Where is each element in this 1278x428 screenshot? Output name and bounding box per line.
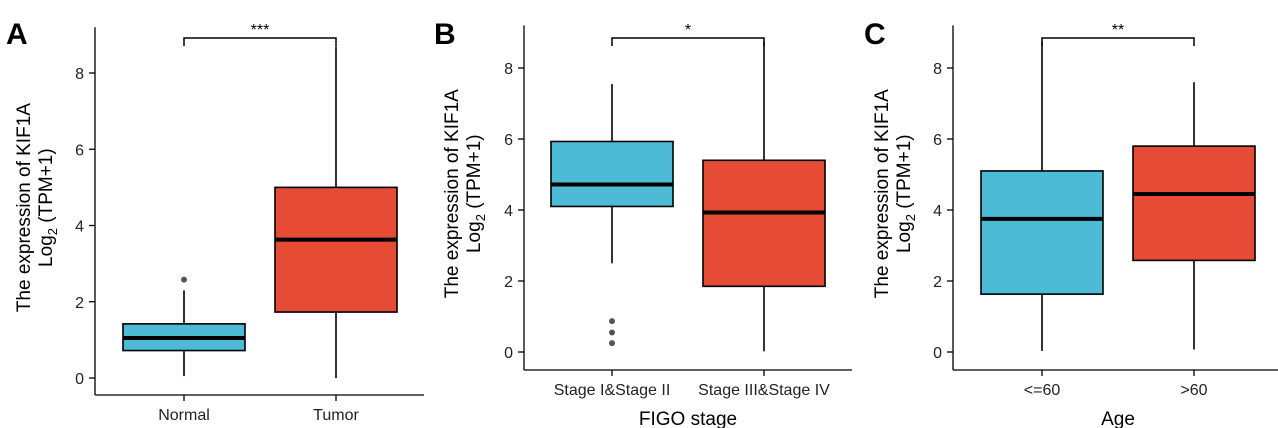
y-tick-label: 2 xyxy=(75,295,84,312)
y-tick-label: 8 xyxy=(75,66,84,83)
x-axis-title: Age xyxy=(1101,409,1135,428)
y-tick-label: 6 xyxy=(933,132,942,149)
y-tick-label: 0 xyxy=(75,371,84,388)
y-tick-label: 8 xyxy=(504,61,513,78)
y-tick-label: 2 xyxy=(933,274,942,291)
panel-b: B 0 2 4 6 8 The expression of KIF1A Log2 (TPM+1… xyxy=(434,18,852,428)
x-tick-label: <=60 xyxy=(1024,382,1061,399)
significance-bracket: *** xyxy=(183,22,337,46)
y-tick-label: 4 xyxy=(75,219,84,236)
y-tick-label: 8 xyxy=(933,61,942,78)
significance-bracket: * xyxy=(611,22,765,46)
panel-a: A 0 2 4 6 8 The expression of KIF1A Log2 (TPM+1… xyxy=(6,18,424,424)
x-tick-label: Tumor xyxy=(313,407,359,424)
x-tick-label: Stage I&Stage II xyxy=(554,382,671,399)
box-body xyxy=(980,170,1104,295)
outlier-point xyxy=(609,340,615,347)
box-blue xyxy=(122,276,246,377)
box-body xyxy=(550,140,674,208)
outlier-point xyxy=(609,329,615,336)
y-axis-title-line1: The expression of KIF1A xyxy=(872,89,893,298)
y-axis-title-line2: Log2 (TPM+1) xyxy=(464,134,488,253)
box-red xyxy=(274,46,398,378)
outlier-point xyxy=(609,318,615,325)
y-tick-label: 4 xyxy=(504,203,513,220)
box-blue xyxy=(550,83,674,347)
box-body xyxy=(1132,145,1256,262)
y-tick-label: 4 xyxy=(933,203,942,220)
y-tick-label: 0 xyxy=(504,345,513,362)
y-tick-label: 6 xyxy=(504,132,513,149)
bracket-line xyxy=(611,37,765,46)
y-tick-label: 0 xyxy=(933,345,942,362)
y-axis-title-line2: Log2 (TPM+1) xyxy=(894,134,918,253)
outlier-point xyxy=(181,276,187,283)
panel-label: A xyxy=(6,18,28,51)
x-tick-label: Normal xyxy=(158,407,210,424)
x-tick-label: >60 xyxy=(1180,382,1207,399)
box-blue xyxy=(980,41,1104,351)
significance-bracket: ** xyxy=(1041,22,1195,46)
x-axis-title: FIGO stage xyxy=(639,409,737,428)
y-axis-title-line1: The expression of KIF1A xyxy=(442,89,463,298)
y-tick-label: 6 xyxy=(75,142,84,159)
significance-stars: * xyxy=(685,22,691,39)
box-red xyxy=(1132,82,1256,350)
bracket-line xyxy=(1041,37,1195,46)
y-axis-title-line1: The expression of KIF1A xyxy=(14,103,35,312)
panel-label: C xyxy=(864,18,886,51)
panel-label: B xyxy=(434,18,456,51)
y-tick-label: 2 xyxy=(504,274,513,291)
box-body xyxy=(702,159,826,288)
significance-stars: ** xyxy=(1112,22,1124,39)
box-red xyxy=(702,41,826,352)
panel-c: C 0 2 4 6 8 The expression of KIF1A Log2 (TPM+1… xyxy=(864,18,1278,428)
box-body xyxy=(274,186,398,313)
significance-stars: *** xyxy=(251,22,270,39)
bracket-line xyxy=(183,37,337,46)
x-tick-label: Stage III&Stage IV xyxy=(698,382,830,399)
y-axis-title-line2: Log2 (TPM+1) xyxy=(36,148,60,267)
